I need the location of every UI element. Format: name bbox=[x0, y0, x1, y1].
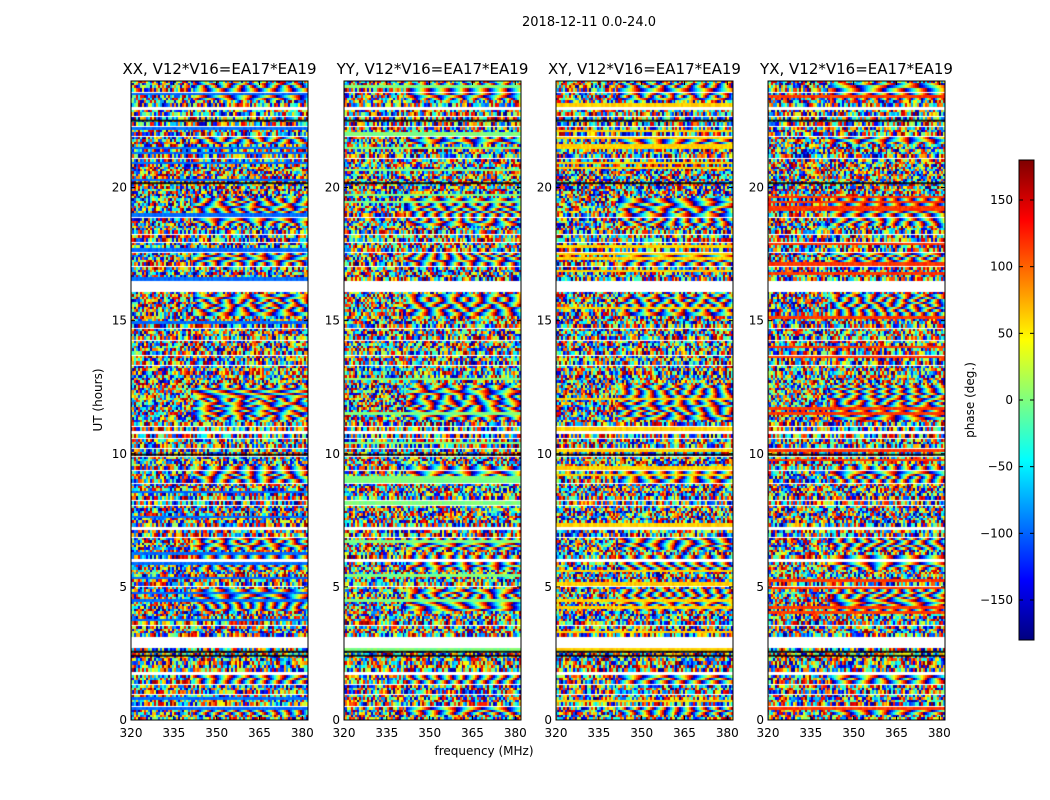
x-tick-label: 320 bbox=[120, 726, 143, 740]
y-tick-label: 0 bbox=[119, 713, 127, 727]
y-tick-label: 10 bbox=[325, 447, 340, 461]
panel-yx: YX, V12*V16=EA17*EA19 320 335 350 365 380 0 5 10… bbox=[749, 60, 953, 740]
y-tick-label: 15 bbox=[537, 314, 552, 328]
y-tick-label: 0 bbox=[332, 713, 340, 727]
x-tick-label: 335 bbox=[799, 726, 822, 740]
x-tick-label: 380 bbox=[928, 726, 951, 740]
panel-title: XX, V12*V16=EA17*EA19 bbox=[122, 60, 316, 78]
y-tick-label: 0 bbox=[756, 713, 764, 727]
colorbar-tick-label: −150 bbox=[980, 593, 1013, 607]
panel-yy: YY, V12*V16=EA17*EA19 320 335 350 365 380 0 5 10… bbox=[325, 60, 529, 740]
panel-xy: XY, V12*V16=EA17*EA19 320 335 350 365 380 0 5 10… bbox=[537, 60, 741, 740]
colorbar: 150 100 50 0 −50 −100 −150 phase (deg.) bbox=[963, 159, 1035, 641]
colorbar-tick-label: 50 bbox=[998, 326, 1013, 340]
y-tick-label: 0 bbox=[544, 713, 552, 727]
panel-frame bbox=[343, 80, 522, 721]
colorbar-tick-label: −100 bbox=[980, 526, 1013, 540]
x-tick-label: 365 bbox=[248, 726, 271, 740]
y-tick-label: 20 bbox=[112, 181, 127, 195]
x-tick-label: 320 bbox=[757, 726, 780, 740]
colorbar-tick-label: −50 bbox=[988, 460, 1013, 474]
panel-frame bbox=[130, 80, 309, 721]
x-tick-label: 350 bbox=[205, 726, 228, 740]
y-tick-label: 20 bbox=[749, 181, 764, 195]
x-tick-label: 350 bbox=[630, 726, 653, 740]
x-tick-label: 350 bbox=[418, 726, 441, 740]
panel-title: YX, V12*V16=EA17*EA19 bbox=[759, 60, 953, 78]
panel-xx: XX, V12*V16=EA17*EA19 320 335 350 365 380 0 5 10… bbox=[112, 60, 317, 740]
x-tick-label: 380 bbox=[716, 726, 739, 740]
y-tick-label: 10 bbox=[537, 447, 552, 461]
colorbar-ticks: 150 100 50 0 −50 −100 −150 bbox=[980, 193, 1034, 607]
panel-frame bbox=[555, 80, 734, 721]
colorbar-tick-label: 100 bbox=[990, 260, 1013, 274]
x-tick-label: 350 bbox=[842, 726, 865, 740]
y-tick-label: 5 bbox=[332, 580, 340, 594]
panel-frame bbox=[767, 80, 946, 721]
x-tick-label: 365 bbox=[461, 726, 484, 740]
y-tick-label: 20 bbox=[537, 181, 552, 195]
y-tick-label: 15 bbox=[749, 314, 764, 328]
heatmap-xx bbox=[131, 81, 308, 720]
figure-suptitle: 2018-12-11 0.0-24.0 bbox=[522, 15, 656, 30]
x-tick-label: 380 bbox=[504, 726, 527, 740]
x-tick-label: 365 bbox=[673, 726, 696, 740]
x-tick-label: 335 bbox=[587, 726, 610, 740]
y-tick-label: 20 bbox=[325, 181, 340, 195]
heatmap-yy bbox=[344, 81, 521, 720]
x-tick-label: 365 bbox=[885, 726, 908, 740]
colorbar-tick-label: 0 bbox=[1005, 393, 1013, 407]
heatmap-xy bbox=[556, 81, 733, 720]
heatmap-yx bbox=[768, 81, 945, 720]
panel-title: YY, V12*V16=EA17*EA19 bbox=[336, 60, 529, 78]
x-axis-label: frequency (MHz) bbox=[434, 744, 533, 758]
y-tick-label: 5 bbox=[544, 580, 552, 594]
x-tick-label: 320 bbox=[545, 726, 568, 740]
y-tick-label: 5 bbox=[119, 580, 127, 594]
panel-title: XY, V12*V16=EA17*EA19 bbox=[548, 60, 741, 78]
y-tick-label: 5 bbox=[756, 580, 764, 594]
x-tick-label: 320 bbox=[333, 726, 356, 740]
colorbar-tick-label: 150 bbox=[990, 193, 1013, 207]
x-tick-label: 335 bbox=[375, 726, 398, 740]
y-axis-label: UT (hours) bbox=[91, 368, 105, 431]
y-tick-label: 10 bbox=[112, 447, 127, 461]
y-tick-label: 10 bbox=[749, 447, 764, 461]
y-tick-label: 15 bbox=[112, 314, 127, 328]
panels: XX, V12*V16=EA17*EA19 320 335 350 365 380 0 5 10… bbox=[112, 60, 953, 740]
x-tick-label: 380 bbox=[291, 726, 314, 740]
colorbar-label: phase (deg.) bbox=[963, 362, 977, 438]
x-tick-label: 335 bbox=[162, 726, 185, 740]
y-tick-label: 15 bbox=[325, 314, 340, 328]
